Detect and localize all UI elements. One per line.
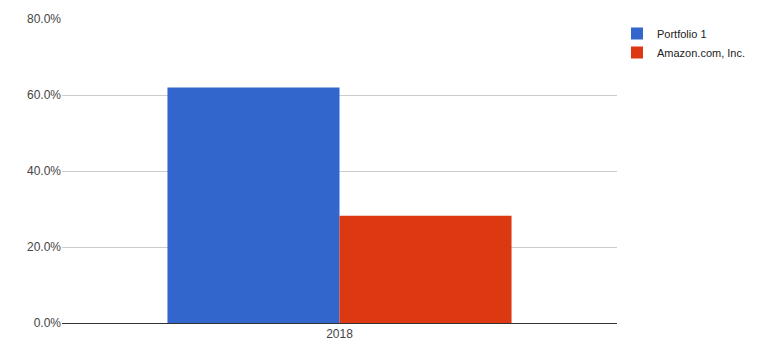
svg-text:0.0%: 0.0% <box>34 316 62 330</box>
svg-text:60.0%: 60.0% <box>27 88 61 102</box>
svg-text:40.0%: 40.0% <box>27 164 61 178</box>
svg-text:Portfolio 1: Portfolio 1 <box>657 28 707 40</box>
svg-text:Amazon.com, Inc.: Amazon.com, Inc. <box>657 47 745 59</box>
svg-text:2018: 2018 <box>326 327 353 341</box>
svg-text:80.0%: 80.0% <box>27 12 61 26</box>
svg-text:20.0%: 20.0% <box>27 240 61 254</box>
